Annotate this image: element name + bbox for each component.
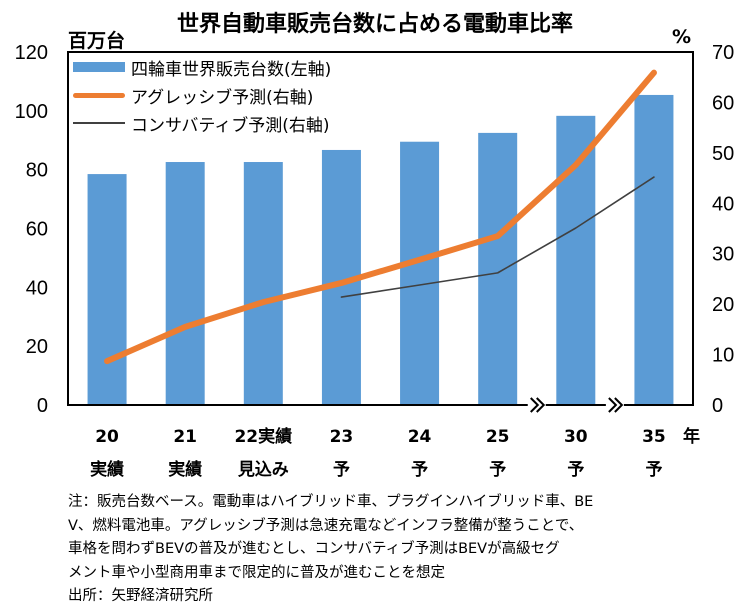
bar	[400, 141, 440, 406]
lines-group	[104, 69, 657, 365]
right-axis-unit: %	[672, 26, 692, 48]
legend-item-conservative: コンサバティブ予測(右軸)	[69, 109, 405, 137]
legend: 四輪車世界販売台数(左軸) アグレッシブ予測(右軸) コンサバティブ予測(右軸)	[69, 53, 405, 137]
notes: 注：販売台数ベース。電動車はハイブリッド車、プラグインハイブリッド車、BE V、…	[68, 491, 748, 609]
note-line: 車格を問わずBEVの普及が進むとし、コンサバティブ予測はBEVが高級セグ	[68, 541, 560, 557]
right-axis-ticks: 0 10 20 30 40 50 60 70	[712, 42, 734, 417]
category-label-top: 22実績	[234, 426, 292, 447]
bar	[478, 132, 518, 406]
right-tick-label: 10	[712, 345, 734, 367]
source-line: 出所：矢野経済研究所	[68, 588, 213, 604]
category-label-bottom: 実績	[168, 459, 202, 480]
axis-break-mark	[530, 397, 546, 413]
left-tick-label: 100	[15, 101, 48, 123]
legend-swatch-bar	[73, 62, 125, 72]
aggressive-forecast-line	[104, 69, 657, 365]
category-label-bottom: 予	[567, 460, 584, 480]
legend-label: 四輪車世界販売台数(左軸)	[131, 59, 332, 80]
note-line: V、燃料電池車。アグレッシブ予測は急速充電などインフラ整備が整うことで、	[68, 517, 584, 534]
legend-swatch-conservative	[73, 122, 125, 124]
plot-frame	[67, 51, 694, 406]
left-tick-label: 40	[26, 277, 48, 299]
bar	[165, 162, 205, 405]
category-label-bottom: 予	[411, 460, 428, 480]
category-label-bottom: 実績	[90, 459, 124, 480]
legend-item-sales: 四輪車世界販売台数(左軸)	[69, 53, 405, 81]
right-tick-label: 50	[712, 143, 734, 165]
legend-label: アグレッシブ予測(右軸)	[131, 87, 314, 108]
axis-break-mark	[608, 397, 624, 413]
category-label-bottom: 見込み	[237, 460, 289, 480]
right-tick-label: 30	[712, 244, 734, 266]
category-label-bottom: 予	[489, 460, 506, 480]
legend-label: コンサバティブ予測(右軸)	[131, 115, 330, 136]
bar	[556, 115, 596, 405]
category-label-bottom: 予	[645, 460, 662, 480]
category-label-top: 30	[564, 427, 588, 447]
category-label-top: 24	[408, 427, 432, 447]
left-tick-label: 80	[26, 160, 48, 182]
category-label-top: 21	[173, 427, 197, 447]
chart-title: 世界自動車販売台数に占める電動車比率	[176, 12, 573, 37]
category-label-bottom: 予	[333, 460, 350, 480]
bar	[243, 162, 283, 405]
left-axis-ticks: 0 20 40 60 80 100 120	[15, 42, 48, 417]
left-tick-label: 120	[15, 42, 48, 64]
right-tick-label: 70	[712, 42, 734, 64]
left-axis-unit: 百万台	[68, 30, 126, 52]
left-tick-label: 60	[26, 219, 48, 241]
bar	[634, 94, 674, 405]
category-label-top: 25	[486, 427, 510, 447]
bars-group	[87, 94, 674, 406]
bar	[87, 174, 127, 405]
right-tick-label: 60	[712, 92, 734, 114]
category-label-top: 20	[95, 427, 119, 447]
left-tick-label: 20	[26, 336, 48, 358]
legend-item-aggressive: アグレッシブ予測(右軸)	[69, 81, 405, 109]
category-label-top: 23	[330, 427, 354, 447]
note-line: 注：販売台数ベース。電動車はハイブリッド車、プラグインハイブリッド車、BE	[68, 494, 594, 510]
category-label-top: 35	[642, 427, 666, 447]
x-axis-unit: 年	[683, 426, 700, 447]
right-tick-label: 20	[712, 294, 734, 316]
legend-swatch-aggressive	[73, 92, 125, 98]
right-tick-label: 0	[712, 395, 723, 417]
left-tick-label: 0	[37, 395, 48, 417]
note-line: メント車や小型商用車まで限定的に普及が進むことを想定	[68, 564, 445, 581]
axis-breaks	[527, 397, 624, 413]
right-tick-label: 40	[712, 193, 734, 215]
